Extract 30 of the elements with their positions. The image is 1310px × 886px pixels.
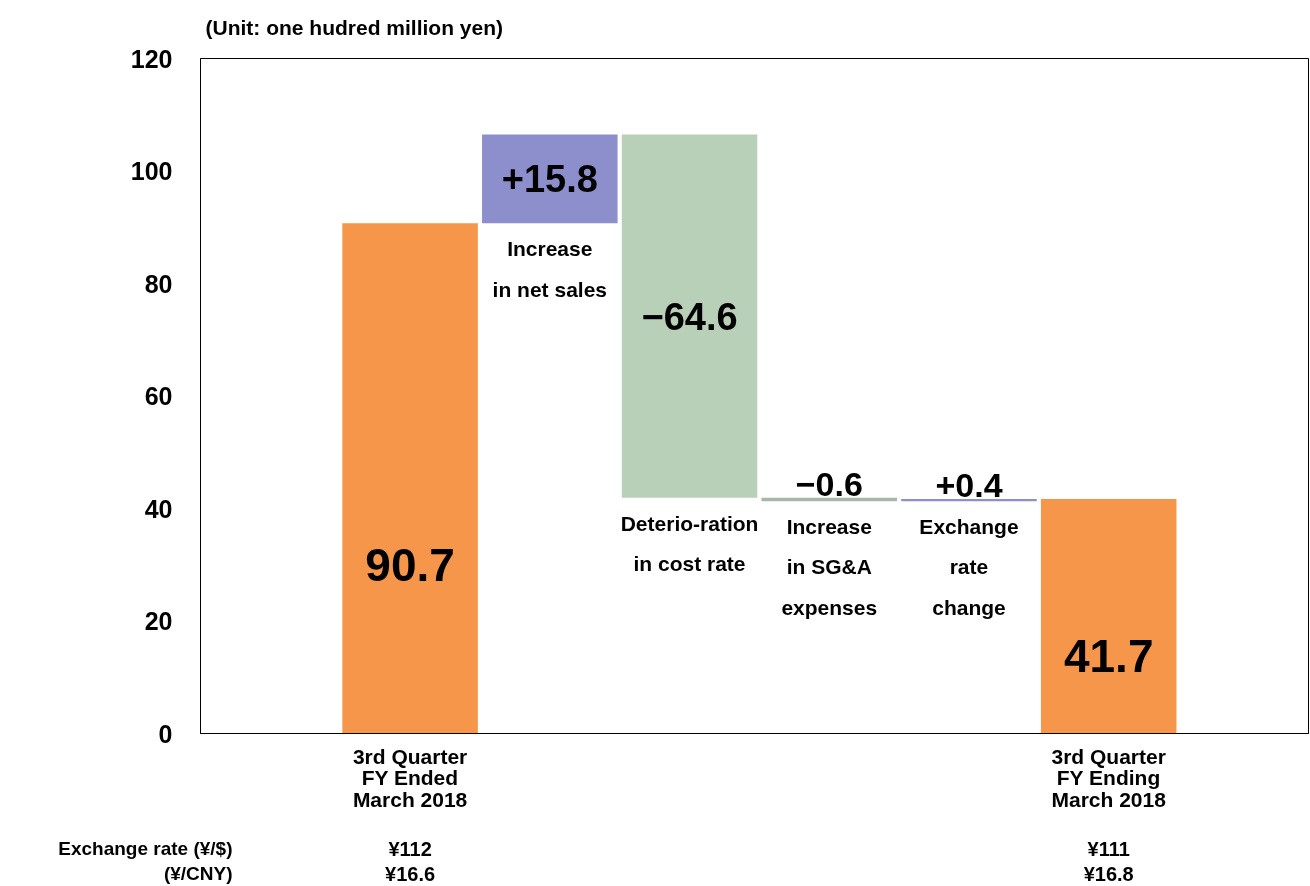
data-label: 41.7 [1063,630,1154,683]
x-tick-label: 3rd Quarter FY Ending March 2018 [1051,744,1167,812]
y-tick-label: 20 [144,607,173,635]
text: ¥111 [1087,837,1130,860]
data-label: +15.8 [501,158,598,201]
data-label: +0.4 [935,465,1003,504]
x-tick-label: Exchange rate change [919,515,1019,619]
text: ¥16.8 [1083,862,1134,885]
y-tick-label: 80 [144,269,173,298]
y-tick-label: 120 [130,44,173,73]
y-tick-label: 60 [144,382,173,410]
x-tick-label: Increase in net sales [492,237,608,301]
y-tick-label: 100 [130,157,173,185]
text: (Unit: one hudred million yen) [205,16,503,39]
x-tick-label: Deterio-ration in cost rate [620,511,759,576]
data-label: −0.6 [795,464,863,503]
x-tick-label: Increase in SG&A expenses [781,515,878,619]
text: ¥16.6 [385,862,436,885]
text: Exchange rate (¥/$) [58,838,233,859]
text: (¥/CNY) [163,863,233,884]
x-tick-label: 3rd Quarter FY Ended March 2018 [352,744,468,812]
data-label: 90.7 [365,539,455,592]
y-tick-label: 0 [158,719,173,748]
bar [1040,498,1177,734]
bar [342,223,478,734]
text: ¥112 [388,837,432,860]
bar [482,134,618,224]
data-label: −64.6 [641,295,738,338]
bar [621,134,758,498]
y-tick-label: 40 [144,494,173,523]
